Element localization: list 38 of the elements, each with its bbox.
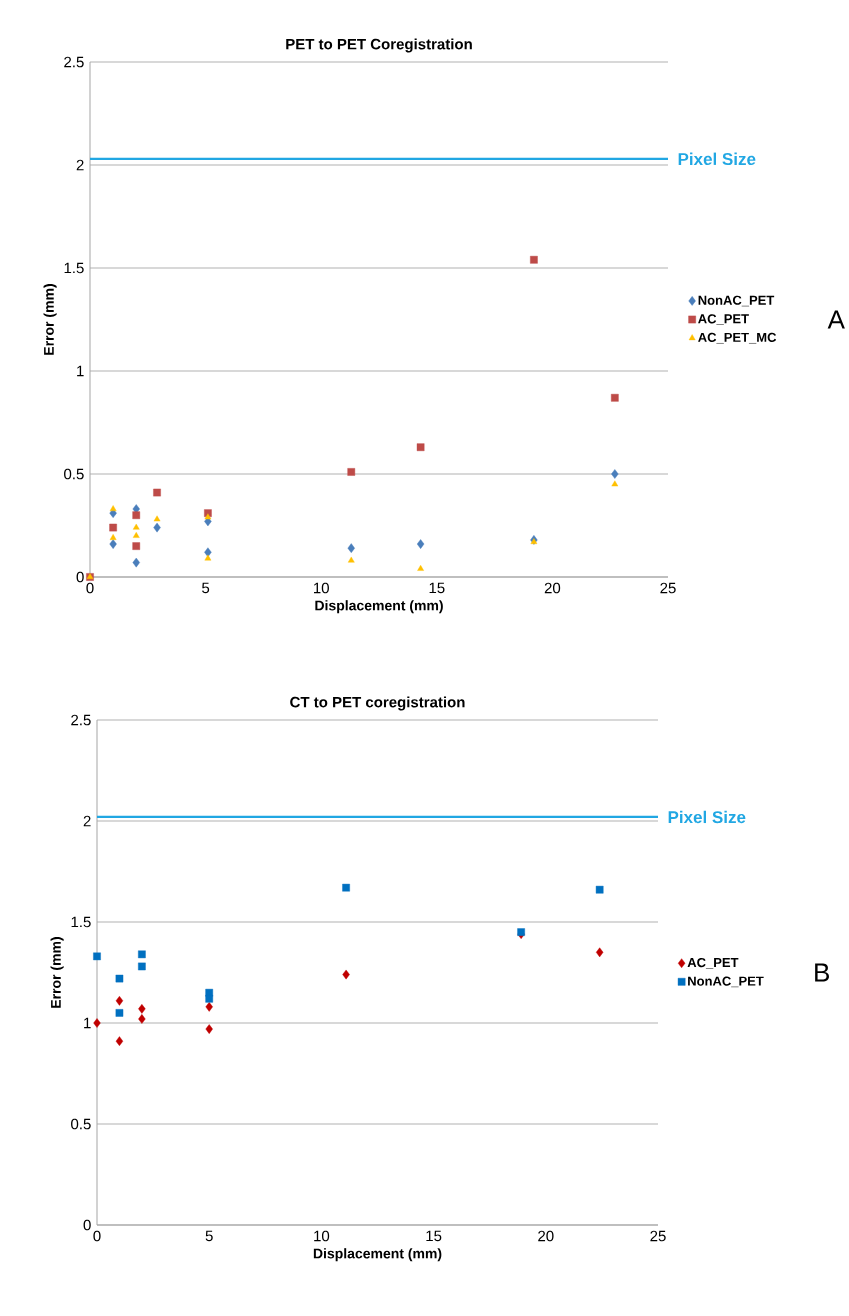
x-tick-label: 5 [202, 582, 210, 594]
x-axis-title: Displacement (mm) [313, 1248, 442, 1262]
legend-label: AC_PET_MC [698, 332, 777, 344]
x-tick-label: 10 [314, 1230, 330, 1242]
ref-line-label: Pixel Size [678, 152, 756, 166]
x-tick-label: 15 [426, 1230, 442, 1242]
x-tick-label: 25 [650, 1230, 666, 1242]
y-tick-label: 0 [83, 1219, 91, 1231]
y-tick-label: 0.5 [71, 1118, 91, 1130]
x-tick-label: 15 [429, 582, 445, 594]
legend-label: NonAC_PET [698, 295, 775, 307]
chart-title: PET to PET Coregistration [286, 38, 472, 53]
text: B [815, 963, 829, 982]
x-tick-label: 10 [314, 582, 329, 594]
chart-title: CT to PET coregistration [290, 696, 465, 711]
legend-label: NonAC_PET [688, 976, 764, 988]
y-axis-title: Error (mm) [50, 937, 64, 1008]
ref-line-label: Pixel Size [668, 810, 746, 824]
x-tick-label: 0 [93, 1230, 101, 1242]
y-tick-label: 0 [76, 571, 84, 583]
y-tick-label: 1 [77, 365, 84, 377]
y-tick-label: 2 [76, 159, 84, 171]
text: A [827, 310, 845, 329]
y-axis-title: Error (mm) [43, 284, 57, 355]
y-tick-label: 1 [84, 1017, 91, 1029]
y-tick-label: 2 [83, 815, 91, 827]
legend-label: AC_PET [687, 957, 739, 969]
x-axis-title: Displacement (mm) [315, 600, 443, 614]
y-tick-label: 2.5 [64, 56, 84, 68]
x-tick-label: 20 [544, 582, 561, 594]
y-tick-label: 1.5 [64, 262, 84, 274]
y-tick-label: 1.5 [71, 916, 91, 928]
legend-label: AC_PET [698, 314, 749, 325]
x-tick-label: 5 [205, 1230, 213, 1242]
x-tick-label: 25 [660, 582, 676, 594]
x-tick-label: 20 [538, 1230, 554, 1242]
y-tick-label: 0.5 [64, 468, 84, 480]
y-tick-label: 2.5 [71, 714, 91, 726]
